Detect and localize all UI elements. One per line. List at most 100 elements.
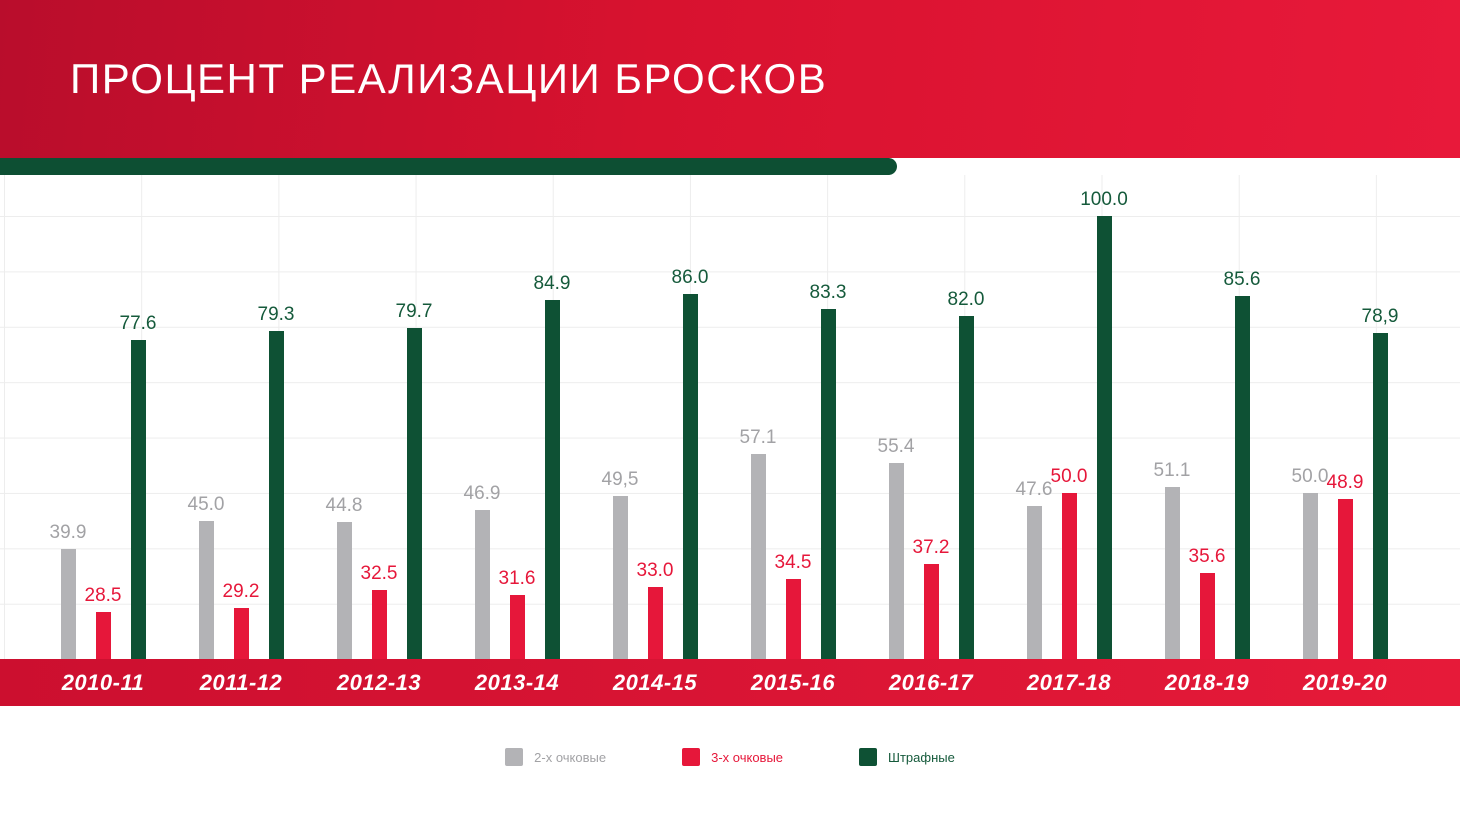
bar-value-label: 44.8 xyxy=(325,494,363,516)
bar-value-label: 31.6 xyxy=(498,567,536,589)
bar-column: 50.0 xyxy=(1051,175,1088,659)
bar-value-label: 79.7 xyxy=(395,301,433,323)
bar-value-label: 50.0 xyxy=(1050,465,1088,487)
bar-group: 55.4 37.2 82.0 xyxy=(862,175,1000,659)
legend-item: 3-х очковые xyxy=(682,748,783,766)
bar-column: 37.2 xyxy=(913,175,950,659)
bar-value-label: 35.6 xyxy=(1188,545,1226,567)
bar-group: 46.9 31.6 84.9 xyxy=(448,175,586,659)
bar-column: 44.8 xyxy=(326,175,363,659)
bar xyxy=(371,589,387,659)
bar-column: 45.0 xyxy=(188,175,225,659)
bar-group: 45.0 29.2 79.3 xyxy=(172,175,310,659)
bar xyxy=(60,548,76,659)
x-axis-label: 2011-12 xyxy=(199,669,283,695)
bar xyxy=(647,587,663,659)
bar-group: 47.6 50.0 100.0 xyxy=(1000,175,1138,659)
bar-group: 44.8 32.5 79.7 xyxy=(310,175,448,659)
bar-group: 39.9 28.5 77.6 xyxy=(34,175,172,659)
bar-column: 28.5 xyxy=(85,175,122,659)
x-axis-label: 2013-14 xyxy=(474,669,560,695)
bar-value-label: 85.6 xyxy=(1223,268,1261,290)
bar xyxy=(1061,492,1077,659)
x-axis-label: 2015-16 xyxy=(750,669,836,695)
bar-column: 55.4 xyxy=(878,175,915,659)
bar-group: 51.1 35.6 85.6 xyxy=(1138,175,1276,659)
legend-swatch xyxy=(859,748,878,766)
bar-group: 50.0 48.9 78,9 xyxy=(1276,175,1414,659)
bar-value-label: 84.9 xyxy=(533,272,571,294)
bar-column: 32.5 xyxy=(361,175,398,659)
bar xyxy=(923,563,939,659)
x-axis-label: 2014-15 xyxy=(612,669,698,695)
bar-value-label: 33.0 xyxy=(636,560,674,581)
bar-value-label: 37.2 xyxy=(912,536,950,558)
bar xyxy=(406,328,422,659)
bar xyxy=(233,608,249,659)
legend-label: 3-х очковые xyxy=(711,749,784,765)
bar-value-label: 51.1 xyxy=(1153,459,1191,481)
bar-column: 48.9 xyxy=(1327,175,1364,659)
bar xyxy=(1096,216,1112,659)
bar-column: 100.0 xyxy=(1080,175,1128,659)
bar-column: 78,9 xyxy=(1362,175,1399,659)
bar-column: 84.9 xyxy=(534,175,571,659)
bar-column: 82.0 xyxy=(948,175,985,659)
bar-value-label: 79.3 xyxy=(257,303,295,325)
bar-column: 47.6 xyxy=(1016,175,1053,659)
bar xyxy=(1026,506,1042,659)
x-axis-label: 2010-11 xyxy=(61,669,145,695)
bar-column: 83.3 xyxy=(810,175,847,659)
bar-value-label: 57.1 xyxy=(739,426,777,448)
bar xyxy=(785,578,801,659)
bar-value-label: 45.0 xyxy=(187,493,225,515)
bar xyxy=(1199,572,1215,659)
x-axis-band: 2010-11 2011-12 2012-13 2013-14 2014-15 2015-… xyxy=(0,659,1460,706)
bar xyxy=(1337,499,1353,659)
bar xyxy=(612,495,628,659)
bar-group: 49,5 33.0 86.0 xyxy=(586,175,724,659)
bar-column: 79.7 xyxy=(396,175,433,659)
bar xyxy=(1164,486,1180,659)
bar-value-label: 78,9 xyxy=(1361,305,1399,327)
bar xyxy=(1234,295,1250,659)
bar-column: 35.6 xyxy=(1189,175,1226,659)
bar-value-label: 86.0 xyxy=(671,266,709,288)
bar xyxy=(1372,332,1388,659)
bar-value-label: 55.4 xyxy=(877,436,915,457)
bar-column: 29.2 xyxy=(223,175,260,659)
x-axis-label: 2012-13 xyxy=(336,669,422,695)
bar-column: 34.5 xyxy=(775,175,812,659)
bar xyxy=(336,521,352,659)
bar-column: 79.3 xyxy=(258,175,295,659)
bar-column: 49,5 xyxy=(602,175,639,659)
bar-column: 39.9 xyxy=(50,175,87,659)
x-axis-label: 2017-18 xyxy=(1026,669,1112,695)
bar xyxy=(820,308,836,659)
legend-item: 2-х очковые xyxy=(505,748,606,766)
legend-item: Штрафные xyxy=(859,748,955,766)
bar xyxy=(1302,492,1318,659)
bar-column: 86.0 xyxy=(672,175,709,659)
bar-column: 31.6 xyxy=(499,175,536,659)
x-axis-label: 2016-17 xyxy=(888,669,974,695)
bar-column: 51.1 xyxy=(1154,175,1191,659)
bar-value-label: 49,5 xyxy=(601,468,639,490)
bar-column: 85.6 xyxy=(1224,175,1261,659)
bar-value-label: 39.9 xyxy=(49,521,87,543)
legend-swatch xyxy=(682,748,701,766)
title-banner: ПРОЦЕНТ РЕАЛИЗАЦИИ БРОСКОВ xyxy=(0,0,1460,158)
bar xyxy=(95,611,111,659)
bar-value-label: 77.6 xyxy=(119,313,157,334)
bar-column: 33.0 xyxy=(637,175,674,659)
bar-column: 50.0 xyxy=(1292,175,1329,659)
bar-value-label: 50.0 xyxy=(1291,465,1329,487)
bar xyxy=(888,463,904,659)
bar-column: 46.9 xyxy=(464,175,501,659)
bar xyxy=(509,594,525,659)
bar xyxy=(130,340,146,659)
legend-label: 2-х очковые xyxy=(534,749,607,765)
bar-value-label: 34.5 xyxy=(774,551,812,573)
bar xyxy=(958,315,974,659)
